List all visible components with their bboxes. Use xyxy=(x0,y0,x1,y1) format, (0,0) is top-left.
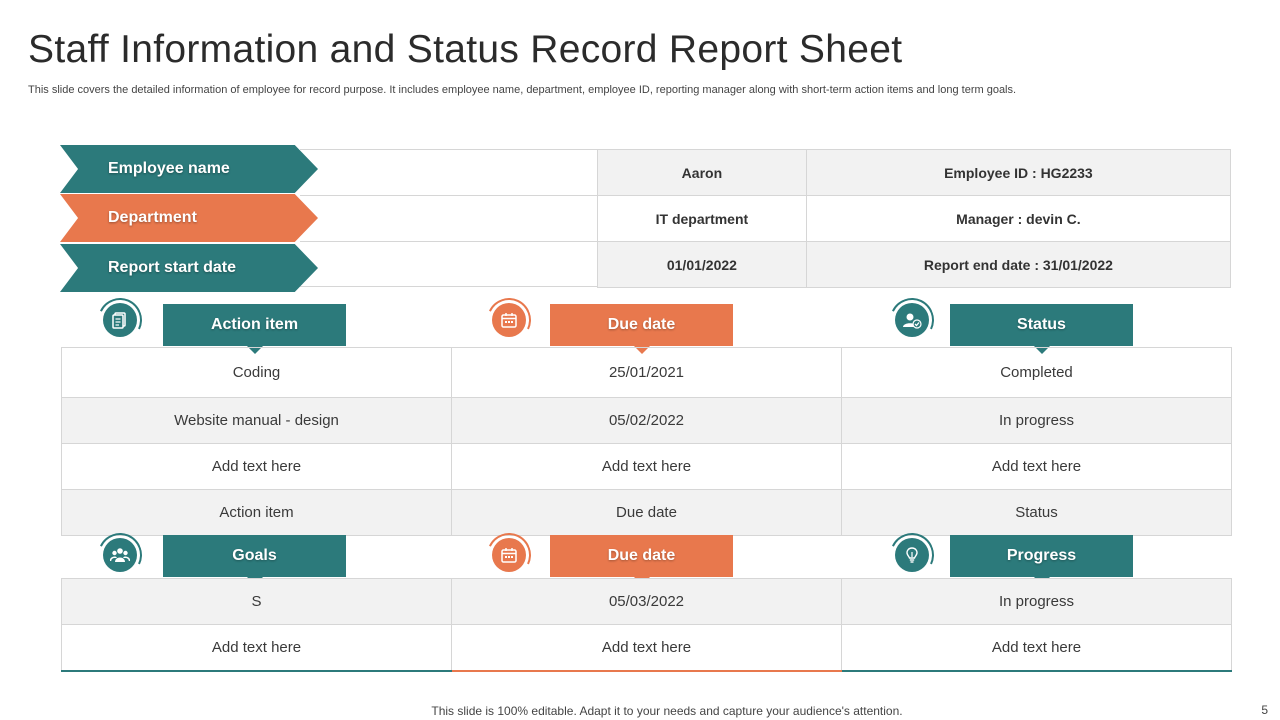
report-start-date-value: 01/01/2022 xyxy=(597,241,807,288)
calendar-icon xyxy=(480,526,538,584)
status-cell: Add text here xyxy=(841,443,1232,490)
lightbulb-icon xyxy=(883,526,941,584)
info-label-area xyxy=(300,149,597,287)
info-row: IT department Manager : devin C. xyxy=(597,195,1232,242)
action-item-cell: Add text here xyxy=(61,443,452,490)
due-date-cell: 25/01/2021 xyxy=(451,347,842,398)
employee-name-label: Employee name xyxy=(60,145,318,193)
action-items-table: Coding 25/01/2021 Completed Website manu… xyxy=(61,347,1232,536)
table-row: Action item Due date Status xyxy=(61,489,1232,536)
info-row: Aaron Employee ID : HG2233 xyxy=(597,149,1232,196)
department-label: Department xyxy=(60,194,318,242)
status-cell: Completed xyxy=(841,347,1232,398)
report-end-date-value: Report end date : 31/01/2022 xyxy=(805,241,1232,288)
due-date-cell: Due date xyxy=(451,489,842,536)
department-value: IT department xyxy=(597,195,807,242)
report-start-date-label: Report start date xyxy=(60,244,318,292)
action-item-cell: Website manual - design xyxy=(61,397,452,444)
document-icon xyxy=(91,291,149,349)
status-header: Status xyxy=(950,304,1133,354)
goals-table: S 05/03/2022 In progress Add text here A… xyxy=(61,578,1232,672)
due-date-cell: 05/03/2022 xyxy=(451,578,842,625)
goal-cell: S xyxy=(61,578,452,625)
page-subtitle: This slide covers the detailed informati… xyxy=(28,84,1017,96)
table-row: Add text here Add text here Add text her… xyxy=(61,624,1232,672)
goals-due-date-header: Due date xyxy=(550,535,733,585)
employee-name-value: Aaron xyxy=(597,149,807,196)
table-row: Add text here Add text here Add text her… xyxy=(61,443,1232,490)
calendar-icon xyxy=(480,291,538,349)
action-due-date-header: Due date xyxy=(550,304,733,354)
table-row: S 05/03/2022 In progress xyxy=(61,578,1232,625)
due-date-cell: Add text here xyxy=(451,624,842,672)
action-item-cell: Action item xyxy=(61,489,452,536)
status-cell: In progress xyxy=(841,397,1232,444)
table-row: Coding 25/01/2021 Completed xyxy=(61,347,1232,398)
footer-note: This slide is 100% editable. Adapt it to… xyxy=(431,704,903,718)
employee-info-table: Aaron Employee ID : HG2233 IT department… xyxy=(597,149,1232,288)
progress-header: Progress xyxy=(950,535,1133,585)
due-date-cell: Add text here xyxy=(451,443,842,490)
action-item-header: Action item xyxy=(163,304,346,354)
user-check-icon xyxy=(883,291,941,349)
action-item-cell: Coding xyxy=(61,347,452,398)
page-number: 5 xyxy=(1261,703,1268,717)
page-title: Staff Information and Status Record Repo… xyxy=(28,28,903,71)
progress-cell: In progress xyxy=(841,578,1232,625)
info-row: 01/01/2022 Report end date : 31/01/2022 xyxy=(597,241,1232,288)
status-cell: Status xyxy=(841,489,1232,536)
table-row: Website manual - design 05/02/2022 In pr… xyxy=(61,397,1232,444)
progress-cell: Add text here xyxy=(841,624,1232,672)
team-icon xyxy=(91,526,149,584)
goals-header: Goals xyxy=(163,535,346,585)
employee-id-value: Employee ID : HG2233 xyxy=(805,149,1232,196)
manager-value: Manager : devin C. xyxy=(805,195,1232,242)
goal-cell: Add text here xyxy=(61,624,452,672)
due-date-cell: 05/02/2022 xyxy=(451,397,842,444)
